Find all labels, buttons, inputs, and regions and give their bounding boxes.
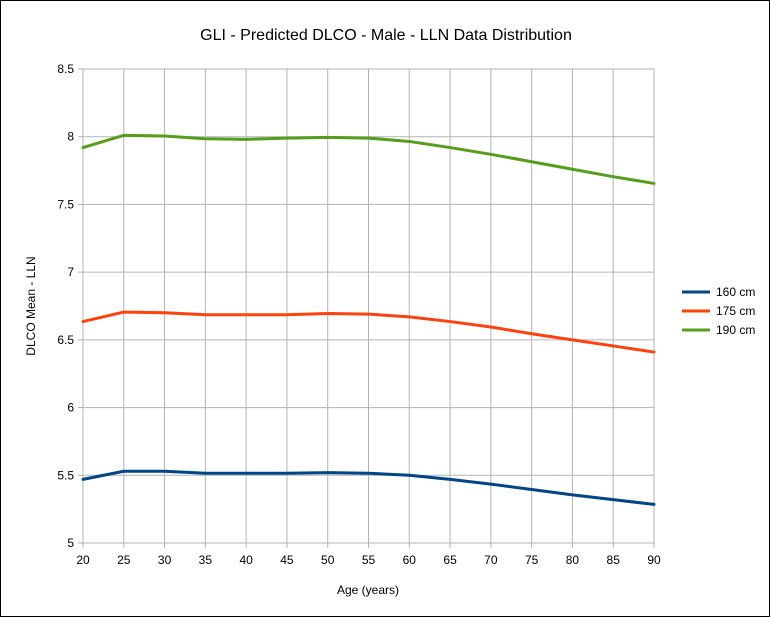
x-tick-label: 35: [199, 553, 213, 567]
x-tick-label: 75: [525, 553, 539, 567]
series-layer: [81, 133, 656, 506]
x-tick-label: 55: [362, 553, 376, 567]
series-line-160-cm: [81, 469, 656, 506]
x-tick-label: 50: [321, 553, 335, 567]
legend: 160 cm 175 cm 190 cm: [682, 285, 755, 337]
x-tick-label: 90: [647, 553, 661, 567]
y-tick-label: 5: [67, 536, 74, 550]
legend-label: 190 cm: [716, 323, 755, 337]
y-axis-label: DLCO Mean - LLN: [24, 256, 38, 355]
y-tick-label: 7: [67, 265, 74, 279]
series-line-175-cm: [81, 310, 656, 354]
y-tick-label: 8.5: [57, 62, 74, 76]
series-line-190-cm: [81, 133, 656, 185]
x-tick-label: 80: [566, 553, 580, 567]
y-tick-label: 6.5: [57, 333, 74, 347]
y-tick-label: 5.5: [57, 468, 74, 482]
x-tick-label: 25: [117, 553, 131, 567]
y-axis-ticks: 5 5.5 6 6.5 7 7.5 8 8.5: [57, 62, 74, 550]
x-tick-label: 85: [607, 553, 621, 567]
x-tick-label: 20: [76, 553, 90, 567]
x-axis-label: Age (years): [337, 583, 399, 597]
chart-title: GLI - Predicted DLCO - Male - LLN Data D…: [200, 27, 572, 44]
x-tick-label: 45: [280, 553, 294, 567]
y-tick-label: 7.5: [57, 197, 74, 211]
legend-label: 160 cm: [716, 285, 755, 299]
legend-label: 175 cm: [716, 304, 755, 318]
x-tick-label: 70: [484, 553, 498, 567]
y-tick-label: 6: [67, 401, 74, 415]
grid-layer: [78, 68, 655, 548]
x-tick-label: 30: [158, 553, 172, 567]
x-tick-label: 65: [443, 553, 457, 567]
x-tick-label: 40: [239, 553, 253, 567]
x-tick-label: 60: [403, 553, 417, 567]
x-axis-ticks: 20 25 30 35 40 45 50 55 60 65 70 75 80 85 90: [76, 553, 661, 567]
y-tick-label: 8: [67, 130, 74, 144]
